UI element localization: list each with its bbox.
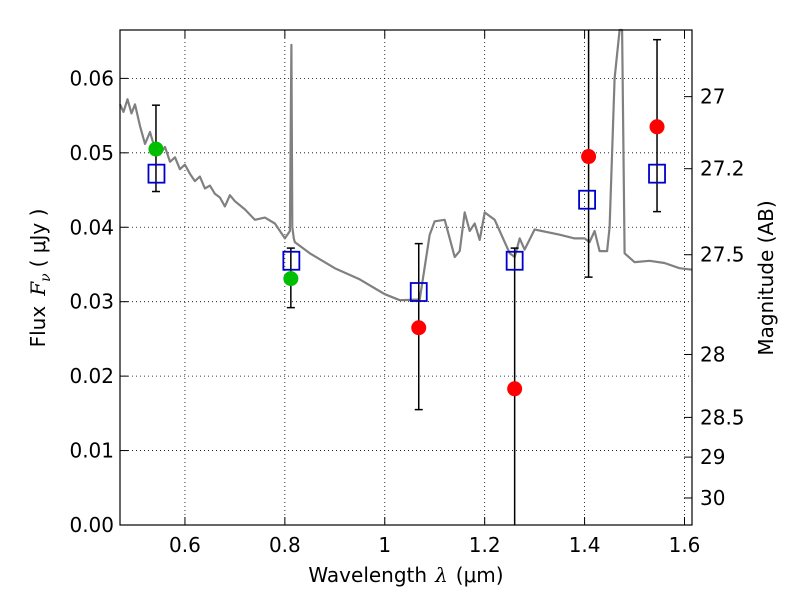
x-tick-label: 1.6 <box>669 533 701 557</box>
mag-tick-label: 27 <box>700 85 725 109</box>
x-tick-label: 0.6 <box>169 533 201 557</box>
spectrum-line <box>119 28 693 302</box>
x-tick-label: 1.4 <box>569 533 601 557</box>
model-box <box>147 163 166 184</box>
mag-tick-label: 28 <box>700 342 725 366</box>
x-tick-label: 1.2 <box>469 533 501 557</box>
y-tick-label: 0.05 <box>69 141 114 165</box>
tick-layer: 0.6 0.8 1 1.2 1.4 1.6 0.00 0.01 0.02 0.03 0.04 0.05… <box>69 30 745 557</box>
red-point <box>411 320 427 336</box>
model-box <box>648 163 666 184</box>
x-axis-title: Wavelength λ (μm) <box>308 563 503 587</box>
model-box <box>505 250 524 271</box>
mag-tick-label: 29 <box>700 445 725 469</box>
y-tick-label: 0.00 <box>69 513 114 537</box>
green-point <box>148 141 164 157</box>
mag-tick-label: 27.2 <box>700 157 745 181</box>
red-point <box>581 149 597 165</box>
red-point <box>507 381 523 397</box>
model-box <box>409 282 428 302</box>
y-axis-title: FluxFν( μJy ) <box>26 209 54 348</box>
y-tick-label: 0.04 <box>69 215 114 239</box>
x-tick-label: 0.8 <box>269 533 301 557</box>
mag-tick-label: 28.5 <box>700 405 745 429</box>
y-tick-label: 0.06 <box>69 66 114 90</box>
plot-layer <box>119 28 693 525</box>
mag-tick-label: 30 <box>700 486 725 510</box>
green-point <box>283 271 299 287</box>
plot-frame <box>119 29 693 526</box>
model-box <box>282 250 301 271</box>
y-tick-label: 0.02 <box>69 364 114 388</box>
mag-tick-label: 27.5 <box>700 243 745 267</box>
x-tick-label: 1 <box>378 533 391 557</box>
red-point <box>649 119 665 135</box>
grid-layer <box>120 30 692 526</box>
y-tick-label: 0.01 <box>69 439 114 463</box>
model-box <box>578 189 596 210</box>
y-axis-right-title: Magnitude (AB) <box>754 200 778 355</box>
y-tick-label: 0.03 <box>69 290 114 314</box>
